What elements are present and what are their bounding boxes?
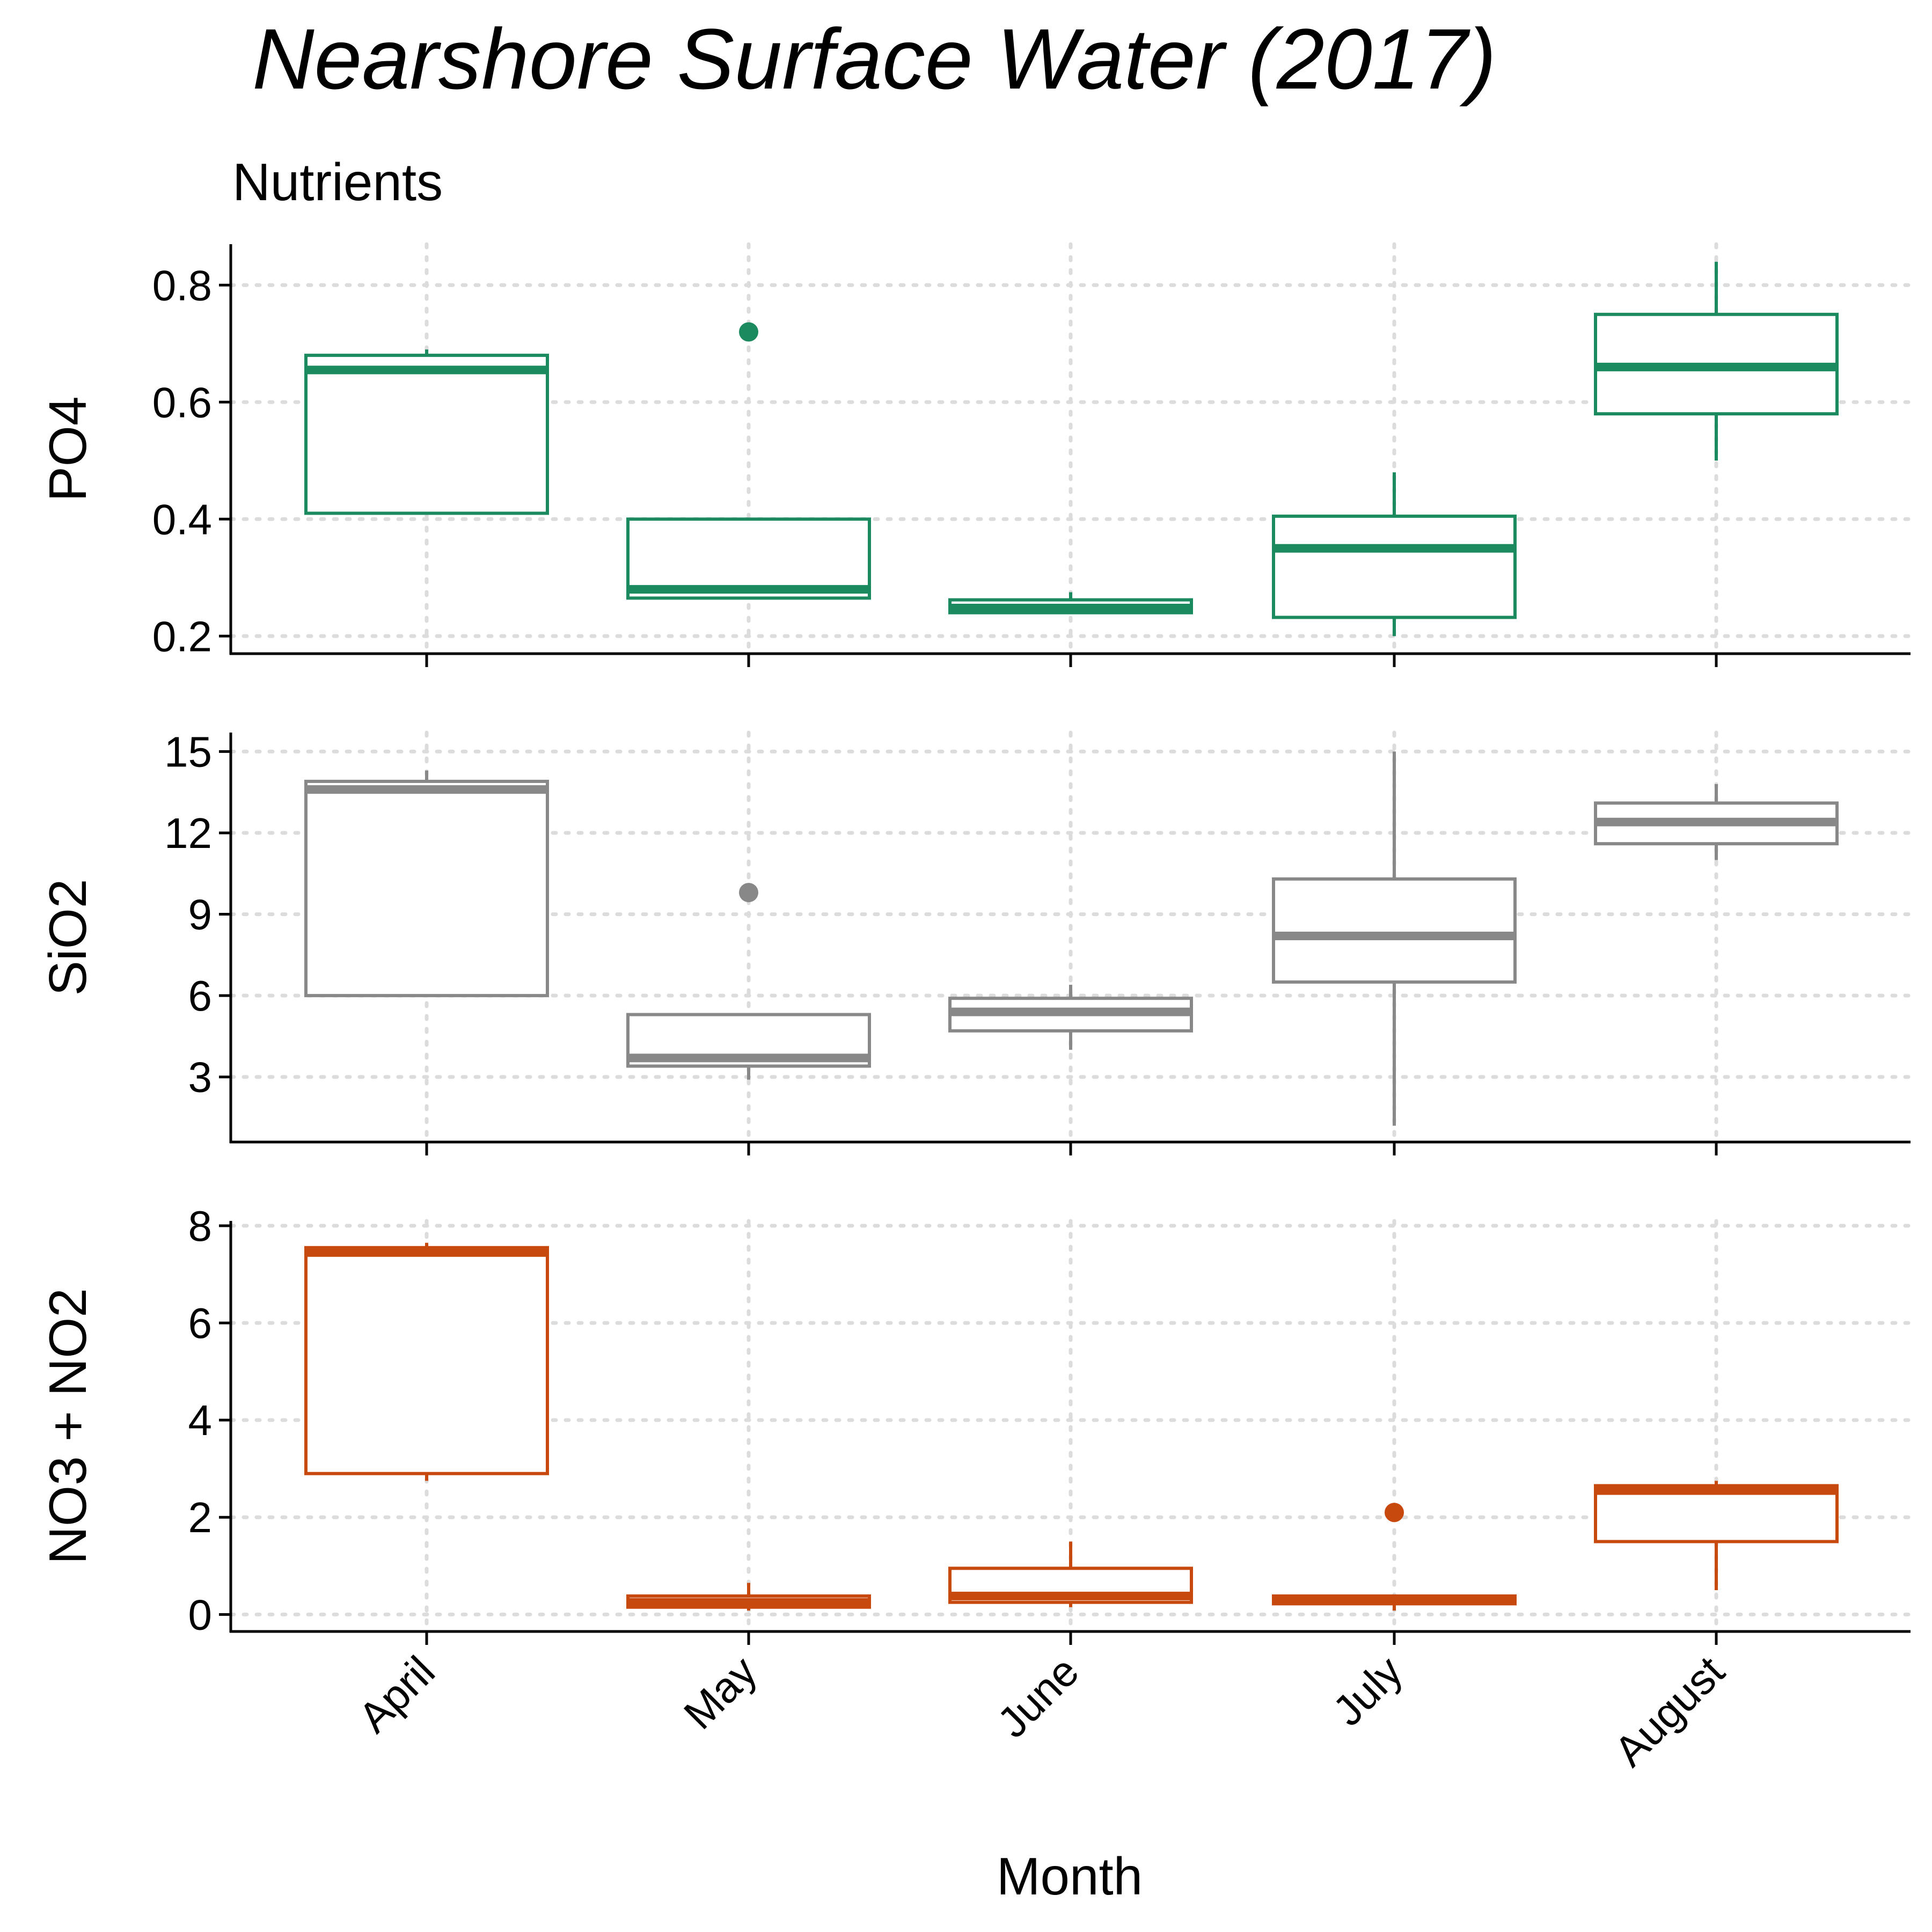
x-tick-label-may: May [675, 1647, 766, 1738]
x-tick-label-april: April [349, 1647, 444, 1741]
y-axis-title: SiO2 [38, 879, 97, 996]
y-tick-label: 0 [188, 1591, 213, 1638]
y-tick-label: 2 [188, 1494, 213, 1541]
outlier-point [1385, 1503, 1404, 1523]
y-axis-title: PO4 [38, 396, 97, 501]
box-april [304, 349, 549, 515]
x-tick-label-august: August [1605, 1647, 1733, 1775]
box-august [1594, 1481, 1839, 1591]
outlier-point [739, 883, 758, 903]
y-tick-label: 8 [188, 1202, 213, 1250]
box-april [304, 770, 549, 998]
y-tick-label: 0.8 [152, 261, 212, 309]
box-july [1272, 751, 1517, 1126]
outlier-point [739, 322, 758, 342]
y-axis-title: NO3 + NO2 [38, 1288, 97, 1564]
box-iqr [1594, 1484, 1839, 1543]
box-june [948, 592, 1193, 614]
box-april [304, 1242, 549, 1481]
y-tick-label: 3 [188, 1053, 213, 1101]
box-iqr [304, 779, 549, 998]
box-july [1272, 1503, 1517, 1611]
box-may [626, 883, 871, 1080]
box-may [626, 322, 871, 600]
chart-title: Nearshore Surface Water (2017) [252, 11, 1497, 107]
box-iqr [1272, 514, 1517, 619]
y-tick-label: 0.2 [152, 612, 212, 660]
y-tick-label: 4 [188, 1396, 213, 1444]
y-tick-label: 6 [188, 972, 213, 1020]
y-tick-label: 15 [164, 728, 212, 775]
y-tick-label: 0.6 [152, 378, 212, 426]
box-august [1594, 784, 1839, 860]
y-tick-label: 12 [164, 809, 212, 857]
chart-subtitle: Nutrients [232, 152, 443, 211]
box-june [948, 1541, 1193, 1607]
box-iqr [1272, 877, 1517, 984]
x-tick-labels: April May June July August [349, 1647, 1733, 1775]
panel-1: 0.2 0.4 0.6 0.8 PO4 [38, 242, 1913, 667]
y-tick-label: 6 [188, 1299, 213, 1347]
x-axis-title: Month [997, 1847, 1143, 1906]
box-july [1272, 472, 1517, 636]
box-iqr [304, 1246, 549, 1475]
y-tick-label: 9 [188, 891, 213, 939]
box-june [948, 984, 1193, 1050]
box-august [1594, 261, 1839, 461]
panel-2: 3 6 9 12 15 SiO2 [38, 728, 1913, 1155]
y-tick-label: 0.4 [152, 495, 212, 543]
x-tick-label-june: June [988, 1647, 1088, 1747]
panel-3: 0 2 4 6 8 NO3 + NO2 [38, 1202, 1913, 1645]
box-iqr [304, 354, 549, 515]
panels-layer: 0.2 0.4 0.6 0.8 PO4 3 6 9 12 15 SiO2 0 2 4 6 8 NO3 + NO2 [38, 242, 1913, 1645]
x-tick-label-july: July [1323, 1647, 1411, 1735]
box-may [626, 1583, 871, 1611]
box-iqr [626, 517, 871, 600]
